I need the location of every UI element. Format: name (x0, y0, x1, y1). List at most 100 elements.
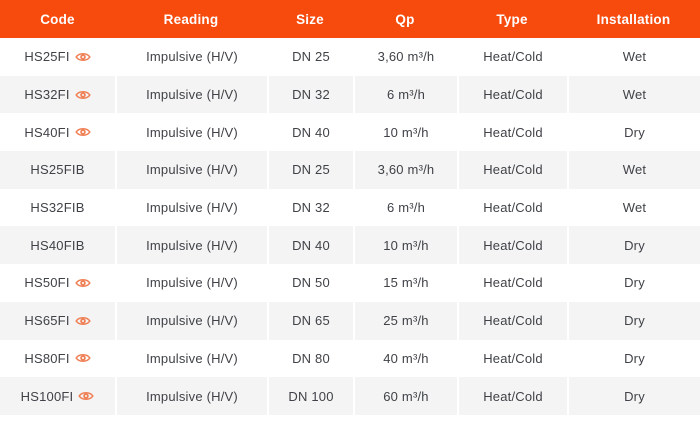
product-code: HS40FIB (30, 237, 85, 253)
reading-cell: Impulsive (H/V) (115, 151, 267, 189)
code-cell: HS32FI (0, 75, 115, 114)
code-cell: HS40FIB (0, 226, 115, 265)
code-wrap: HS25FIB (30, 162, 84, 177)
product-code: HS40FI (24, 124, 70, 140)
code-cell: HS25FIB (0, 151, 115, 189)
size-cell: DN 32 (267, 188, 353, 227)
table-row: HS40FIB Impulsive (H/V) DN 40 10 m³/h Heat/C… (0, 226, 700, 265)
product-code: HS25FI (24, 49, 70, 65)
header-row: Code Reading Size Qp Type Installation (0, 0, 700, 38)
installation-cell: Wet (567, 188, 700, 227)
reading-cell: Impulsive (H/V) (115, 377, 267, 415)
product-code: HS50FI (24, 275, 70, 291)
installation-cell: Dry (567, 226, 700, 265)
code-cell: HS25FI (0, 38, 115, 76)
size-cell: DN 25 (267, 38, 353, 76)
size-cell: DN 50 (267, 264, 353, 302)
type-cell: Heat/Cold (457, 75, 567, 114)
eye-icon[interactable] (74, 277, 91, 289)
code-cell: HS50FI (0, 264, 115, 302)
column-header-reading: Reading (115, 0, 267, 38)
qp-cell: 6 m³/h (353, 188, 457, 227)
code-wrap: HS80FI (24, 351, 91, 366)
installation-cell: Wet (567, 75, 700, 114)
eye-icon[interactable] (74, 126, 91, 138)
product-code: HS65FI (24, 313, 70, 329)
installation-cell: Wet (567, 38, 700, 76)
qp-cell: 10 m³/h (353, 113, 457, 152)
eye-icon[interactable] (78, 390, 95, 402)
code-wrap: HS50FI (24, 275, 91, 291)
reading-cell: Impulsive (H/V) (115, 264, 267, 302)
table-row: HS40FI Impulsive (H/V) DN 40 10 m³/h Heat/Co… (0, 113, 700, 152)
installation-cell: Dry (567, 377, 700, 415)
type-cell: Heat/Cold (457, 113, 567, 152)
code-wrap: HS40FI (24, 124, 91, 140)
size-cell: DN 40 (267, 226, 353, 265)
installation-cell: Dry (567, 301, 700, 340)
code-wrap: HS100FI (21, 389, 95, 404)
qp-cell: 3,60 m³/h (353, 38, 457, 76)
qp-cell: 6 m³/h (353, 75, 457, 114)
size-cell: DN 25 (267, 151, 353, 189)
installation-cell: Dry (567, 264, 700, 302)
size-cell: DN 100 (267, 377, 353, 415)
size-cell: DN 32 (267, 75, 353, 114)
type-cell: Heat/Cold (457, 264, 567, 302)
qp-cell: 3,60 m³/h (353, 151, 457, 189)
size-cell: DN 40 (267, 113, 353, 152)
reading-cell: Impulsive (H/V) (115, 38, 267, 76)
code-wrap: HS65FI (24, 313, 91, 329)
table-row: HS32FIB Impulsive (H/V) DN 32 6 m³/h Heat/Co… (0, 188, 700, 227)
table-row: HS65FI Impulsive (H/V) DN 65 25 m³/h Heat/Co… (0, 301, 700, 340)
code-cell: HS100FI (0, 377, 115, 415)
eye-icon[interactable] (74, 89, 91, 101)
code-wrap: HS32FIB (30, 200, 84, 215)
type-cell: Heat/Cold (457, 301, 567, 340)
reading-cell: Impulsive (H/V) (115, 75, 267, 114)
product-code: HS32FIB (30, 200, 85, 216)
installation-cell: Wet (567, 151, 700, 189)
installation-cell: Dry (567, 339, 700, 378)
table-row: HS100FI Impulsive (H/V) DN 100 60 m³/h Heat/… (0, 377, 700, 415)
table-row: HS32FI Impulsive (H/V) DN 32 6 m³/h Heat/Col… (0, 75, 700, 114)
qp-cell: 15 m³/h (353, 264, 457, 302)
type-cell: Heat/Cold (457, 38, 567, 76)
qp-cell: 60 m³/h (353, 377, 457, 415)
type-cell: Heat/Cold (457, 339, 567, 378)
code-cell: HS65FI (0, 301, 115, 340)
code-wrap: HS32FI (24, 87, 91, 103)
qp-cell: 10 m³/h (353, 226, 457, 265)
reading-cell: Impulsive (H/V) (115, 339, 267, 378)
reading-cell: Impulsive (H/V) (115, 226, 267, 265)
product-spec-table: Code Reading Size Qp Type Installation H… (0, 0, 700, 415)
eye-icon[interactable] (74, 315, 91, 327)
product-code: HS32FI (24, 87, 70, 103)
type-cell: Heat/Cold (457, 188, 567, 227)
reading-cell: Impulsive (H/V) (115, 188, 267, 227)
column-header-installation: Installation (567, 0, 700, 38)
type-cell: Heat/Cold (457, 226, 567, 265)
reading-cell: Impulsive (H/V) (115, 113, 267, 152)
table-row: HS25FIB Impulsive (H/V) DN 25 3,60 m³/h Heat… (0, 151, 700, 189)
qp-cell: 40 m³/h (353, 339, 457, 378)
reading-cell: Impulsive (H/V) (115, 301, 267, 340)
code-wrap: HS40FIB (30, 238, 84, 253)
code-cell: HS40FI (0, 113, 115, 152)
size-cell: DN 65 (267, 301, 353, 340)
column-header-code: Code (0, 0, 115, 38)
column-header-qp: Qp (353, 0, 457, 38)
eye-icon[interactable] (74, 51, 91, 63)
table-row: HS25FI Impulsive (H/V) DN 25 3,60 m³/h Heat/… (0, 38, 700, 76)
table-row: HS50FI Impulsive (H/V) DN 50 15 m³/h Heat/Co… (0, 264, 700, 302)
column-header-type: Type (457, 0, 567, 38)
code-wrap: HS25FI (24, 49, 91, 65)
product-code: HS100FI (20, 388, 74, 404)
product-code: HS25FIB (30, 162, 85, 178)
eye-icon[interactable] (74, 352, 91, 364)
installation-cell: Dry (567, 113, 700, 152)
table-header: Code Reading Size Qp Type Installation (0, 0, 700, 38)
table-body: HS25FI Impulsive (H/V) DN 25 3,60 m³/h Heat/… (0, 38, 700, 415)
qp-cell: 25 m³/h (353, 301, 457, 340)
column-header-size: Size (267, 0, 353, 38)
